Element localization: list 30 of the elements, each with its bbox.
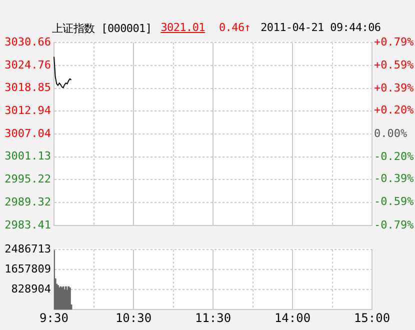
x-tick-label: 14:00 — [274, 310, 311, 325]
y-tick-label: 828904 — [11, 282, 52, 296]
x-tick-label: 15:00 — [354, 310, 390, 325]
x-tick-label: 11:30 — [194, 310, 232, 325]
x-tick-label: 9:30 — [40, 310, 68, 325]
y2-tick-label: 0.00% — [374, 126, 408, 140]
chart-title: 上证指数 [000001] — [52, 21, 152, 36]
y2-tick-label: +0.59% — [374, 58, 414, 72]
y2-tick-label: +0.39% — [374, 82, 414, 95]
text: 0.46↑ — [218, 21, 251, 36]
y-tick-label: 2983.41 — [4, 218, 51, 232]
y2-tick-label: -0.39% — [374, 172, 414, 185]
y-tick-label: 3024.76 — [4, 58, 51, 72]
y-tick-label: 3007.04 — [4, 126, 52, 140]
x-tick-label: 10:30 — [115, 310, 152, 325]
y-tick-label: 3030.66 — [4, 35, 51, 48]
text: 2011-04-21 09:44:06 — [260, 21, 381, 36]
y2-tick-label: -0.59% — [374, 195, 414, 208]
y2-tick-label: +0.79% — [374, 35, 414, 48]
y-tick-label: 2989.32 — [4, 195, 51, 208]
y-tick-label: 2486713 — [4, 242, 51, 256]
y2-tick-label: -0.79% — [374, 218, 414, 232]
y-tick-label: 1657809 — [4, 262, 51, 276]
y2-tick-label: +0.20% — [374, 104, 414, 117]
y-tick-label: 3012.94 — [4, 104, 52, 118]
y-tick-label: 2995.22 — [4, 172, 51, 186]
y2-tick-label: -0.20% — [374, 150, 414, 163]
text: 3021.01 — [160, 21, 205, 36]
y-tick-label: 3001.13 — [4, 150, 51, 163]
y-tick-label: 3018.85 — [4, 81, 51, 94]
